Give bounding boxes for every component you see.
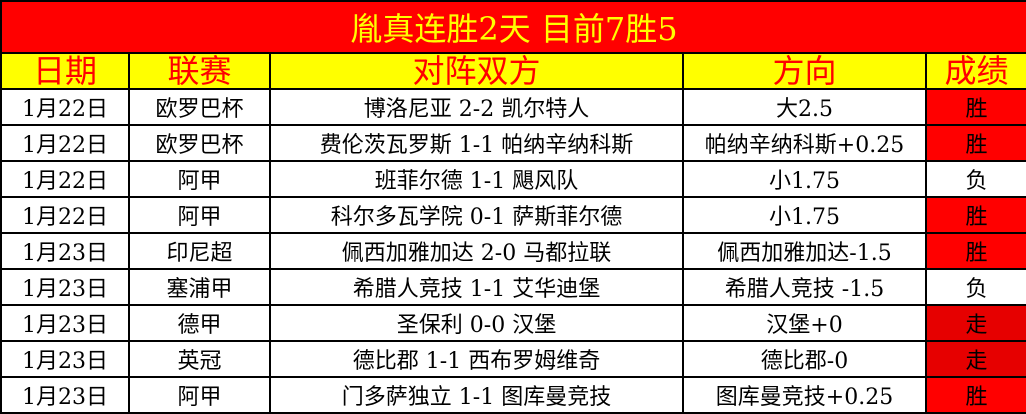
cell-result: 走 xyxy=(924,304,1026,342)
cell-match: 希腊人竞技 1-1 艾华迪堡 xyxy=(269,268,684,306)
header-league: 联赛 xyxy=(128,52,271,90)
cell-league: 印尼超 xyxy=(128,232,271,270)
cell-league: 欧罗巴杯 xyxy=(128,124,271,162)
cell-pick: 德比郡-0 xyxy=(682,340,927,378)
cell-pick: 佩西加雅加达-1.5 xyxy=(682,232,927,270)
cell-league: 阿甲 xyxy=(128,160,271,198)
cell-pick: 图库曼竞技+0.25 xyxy=(682,376,927,414)
cell-date: 1月22日 xyxy=(0,160,130,198)
header-match: 对阵双方 xyxy=(269,52,684,90)
table-row: 1月23日 阿甲 门多萨独立 1-1 图库曼竞技 图库曼竞技+0.25 胜 xyxy=(0,376,1026,414)
cell-pick: 大2.5 xyxy=(682,88,927,126)
cell-date: 1月23日 xyxy=(0,232,130,270)
cell-league: 英冠 xyxy=(128,340,271,378)
header-date: 日期 xyxy=(0,52,130,90)
cell-pick: 汉堡+0 xyxy=(682,304,927,342)
table-row: 1月22日 欧罗巴杯 费伦茨瓦罗斯 1-1 帕纳辛纳科斯 帕纳辛纳科斯+0.25 胜 xyxy=(0,124,1026,162)
table-row: 1月23日 德甲 圣保利 0-0 汉堡 汉堡+0 走 xyxy=(0,304,1026,342)
cell-result: 走 xyxy=(924,340,1026,378)
cell-league: 欧罗巴杯 xyxy=(128,88,271,126)
cell-match: 博洛尼亚 2-2 凯尔特人 xyxy=(269,88,684,126)
cell-date: 1月22日 xyxy=(0,124,130,162)
cell-league: 阿甲 xyxy=(128,196,271,234)
table-title: 胤真连胜2天 目前7胜5 xyxy=(0,0,1026,54)
cell-date: 1月23日 xyxy=(0,268,130,306)
cell-league: 阿甲 xyxy=(128,376,271,414)
cell-league: 德甲 xyxy=(128,304,271,342)
cell-pick: 小1.75 xyxy=(682,160,927,198)
cell-date: 1月23日 xyxy=(0,340,130,378)
table-row: 1月23日 印尼超 佩西加雅加达 2-0 马都拉联 佩西加雅加达-1.5 胜 xyxy=(0,232,1026,270)
cell-match: 费伦茨瓦罗斯 1-1 帕纳辛纳科斯 xyxy=(269,124,684,162)
cell-result: 胜 xyxy=(924,376,1026,414)
cell-match: 佩西加雅加达 2-0 马都拉联 xyxy=(269,232,684,270)
header-row: 日期 联赛 对阵双方 方向 成绩 xyxy=(0,52,1026,90)
cell-pick: 小1.75 xyxy=(682,196,927,234)
cell-pick: 帕纳辛纳科斯+0.25 xyxy=(682,124,927,162)
cell-match: 德比郡 1-1 西布罗姆维奇 xyxy=(269,340,684,378)
cell-league: 塞浦甲 xyxy=(128,268,271,306)
cell-date: 1月23日 xyxy=(0,376,130,414)
table-row: 1月22日 阿甲 科尔多瓦学院 0-1 萨斯菲尔德 小1.75 胜 xyxy=(0,196,1026,234)
cell-result: 胜 xyxy=(924,196,1026,234)
cell-match: 科尔多瓦学院 0-1 萨斯菲尔德 xyxy=(269,196,684,234)
header-pick: 方向 xyxy=(682,52,927,90)
header-result: 成绩 xyxy=(924,52,1026,90)
cell-result: 胜 xyxy=(924,88,1026,126)
table-row: 1月22日 欧罗巴杯 博洛尼亚 2-2 凯尔特人 大2.5 胜 xyxy=(0,88,1026,126)
table-row: 1月22日 阿甲 班菲尔德 1-1 飓风队 小1.75 负 xyxy=(0,160,1026,198)
cell-date: 1月23日 xyxy=(0,304,130,342)
table-row: 1月23日 英冠 德比郡 1-1 西布罗姆维奇 德比郡-0 走 xyxy=(0,340,1026,378)
cell-match: 门多萨独立 1-1 图库曼竞技 xyxy=(269,376,684,414)
cell-result: 负 xyxy=(924,160,1026,198)
cell-match: 圣保利 0-0 汉堡 xyxy=(269,304,684,342)
cell-pick: 希腊人竞技 -1.5 xyxy=(682,268,927,306)
cell-result: 胜 xyxy=(924,232,1026,270)
title-row: 胤真连胜2天 目前7胜5 xyxy=(0,0,1026,54)
cell-match: 班菲尔德 1-1 飓风队 xyxy=(269,160,684,198)
table-row: 1月23日 塞浦甲 希腊人竞技 1-1 艾华迪堡 希腊人竞技 -1.5 负 xyxy=(0,268,1026,306)
cell-date: 1月22日 xyxy=(0,196,130,234)
cell-result: 胜 xyxy=(924,124,1026,162)
cell-date: 1月22日 xyxy=(0,88,130,126)
cell-result: 负 xyxy=(924,268,1026,306)
